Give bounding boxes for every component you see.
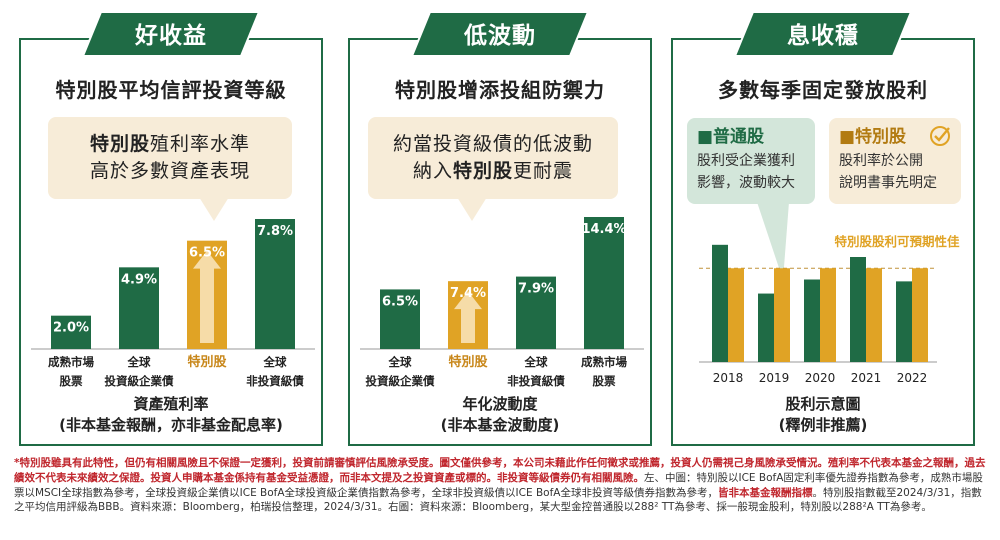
common-stock-bar <box>896 281 912 362</box>
data-label: 2.0% <box>53 321 89 336</box>
year-label: 2022 <box>897 371 928 385</box>
x-axis-subtitle: (釋例非推薦) <box>778 416 868 434</box>
common-stock-bar <box>804 279 820 362</box>
common-stock-bar <box>712 244 728 362</box>
callout-pointer <box>457 197 487 221</box>
callout-bubble: 約當投資級債的低波動 納入特別股更耐震 <box>368 117 618 199</box>
preferred-stock-bar <box>820 268 836 362</box>
category-label: 投資級企業債 <box>366 374 435 388</box>
callout-bubble: 特別股殖利率水準 高於多數資產表現 <box>48 117 292 199</box>
banner-title: 好收益 <box>135 23 207 49</box>
banner-shape <box>83 11 259 57</box>
panel-banner: 低波動 <box>412 10 588 58</box>
bar <box>255 219 295 349</box>
year-label: 2018 <box>713 371 744 385</box>
bar <box>516 276 556 349</box>
category-label: 全球 <box>127 355 151 369</box>
bar <box>380 289 420 349</box>
callout-line-2: 高於多數資產表現 <box>89 160 250 182</box>
category-label: 投資級企業債 <box>105 374 174 388</box>
source-note: 左、中圖：特別股以ICE BofA固定利率優先證券指數為參考，成熟市場股票以MS… <box>14 471 983 499</box>
x-axis-title: 資產殖利率 <box>133 395 209 413</box>
callout-line-1: 特別股殖利率水準 <box>89 133 251 155</box>
not-benchmark-note: 皆非本基金報酬指標 <box>717 486 813 499</box>
year-label: 2021 <box>851 371 882 385</box>
volatility-bar-chart: 6.5% 全球投資級企業債 7.4% 特別股 7.9% 全球非投資級債 14.4% 成熟市場股… <box>360 217 644 388</box>
category-label: 非投資級債 <box>246 374 304 388</box>
category-label: 全球 <box>263 355 287 369</box>
preferred-stock-line-2: 說明書事先明定 <box>839 175 937 191</box>
category-label: 特別股 <box>187 354 226 370</box>
banner-title: 息收穩 <box>787 23 859 49</box>
common-stock-bar <box>850 257 866 362</box>
yield-bar-chart: 2.0% 成熟市場股票 4.9% 全球投資級企業債 6.5% 特別股 7.8% 全球非投資級債 <box>31 219 315 388</box>
risk-disclaimer: *特別股雖具有此特性，但仍有相關風險且不保證一定獲利，投資前請審慎評估風險承受度… <box>14 457 986 484</box>
data-label: 7.8% <box>257 224 293 239</box>
year-label: 2020 <box>805 371 836 385</box>
preferred-stock-bar <box>912 268 928 362</box>
preferred-stock-bar <box>866 268 882 362</box>
common-stock-line-2: 影響，波動較大 <box>697 175 795 191</box>
x-axis-title: 股利示意圖 <box>785 395 861 413</box>
volatility-panel: 低波動 特別股增添投組防禦力 約當投資級債的低波動 納入特別股更耐震 6.5% 全… <box>348 11 652 446</box>
callout-line-2: 納入特別股更耐震 <box>412 160 574 182</box>
preferred-stock-callout: ■特別股 股利率於公開 說明書事先明定 <box>829 118 961 204</box>
source-note-end: 。特別股指數截至2024/3/31，指數之平均信用評級為BBB。資料來源：Blo… <box>14 486 982 514</box>
panel-subtitle: 多數每季固定發放股利 <box>718 78 928 102</box>
common-callout-pointer <box>757 202 789 280</box>
category-label: 特別股 <box>448 354 487 370</box>
data-label: 7.9% <box>518 282 554 297</box>
category-label: 股票 <box>593 374 616 388</box>
category-label: 非投資級債 <box>507 374 565 388</box>
banner-shape <box>412 11 588 57</box>
panel-banner: 息收穩 <box>735 10 911 58</box>
common-stock-line-1: 股利受企業獲利 <box>697 153 795 169</box>
data-label: 14.4% <box>581 222 626 237</box>
panel-banner: 好收益 <box>83 10 259 58</box>
panel-subtitle: 特別股平均信評投資等級 <box>55 78 287 102</box>
bar <box>584 217 624 349</box>
common-stock-callout: ■普通股 股利受企業獲利 影響，波動較大 <box>687 118 815 204</box>
category-label: 股票 <box>60 374 83 388</box>
preferred-stock-bar <box>774 268 790 362</box>
preferred-stock-bar <box>728 268 744 362</box>
up-arrow-icon <box>454 291 482 343</box>
callout-pointer <box>199 197 229 221</box>
x-axis-title: 年化波動度 <box>462 395 538 413</box>
callout-line-1: 約當投資級債的低波動 <box>392 133 593 155</box>
dividend-bar-chart: 特別股股利可預期性佳 2018 2019 2020 2021 2022 <box>699 234 960 385</box>
x-axis-subtitle: (非本基金波動度) <box>440 416 560 434</box>
data-label: 6.5% <box>382 294 418 309</box>
common-stock-title: ■普通股 <box>697 127 765 147</box>
data-label: 6.5% <box>189 246 225 261</box>
preferred-stock-title: ■特別股 <box>839 127 907 147</box>
up-arrow-icon <box>193 250 221 343</box>
common-stock-bar <box>758 293 774 362</box>
panel-subtitle: 特別股增添投組防禦力 <box>395 78 605 102</box>
data-label: 7.4% <box>450 286 486 301</box>
banner-title: 低波動 <box>464 23 536 49</box>
preferred-stock-line-1: 股利率於公開 <box>839 153 923 169</box>
yield-panel: 好收益 特別股平均信評投資等級 特別股殖利率水準 高於多數資產表現 2.0% 成熟… <box>19 11 323 446</box>
reference-line-label: 特別股股利可預期性佳 <box>834 234 960 249</box>
disclaimer-footnote: *特別股雖具有此特性，但仍有相關風險且不保證一定獲利，投資前請審慎評估風險承受度… <box>14 456 986 515</box>
banner-shape <box>735 11 911 57</box>
bar <box>119 267 159 349</box>
bar <box>51 315 91 349</box>
category-label: 成熟市場 <box>48 355 94 369</box>
check-circle-icon <box>930 126 950 146</box>
category-label: 成熟市場 <box>581 355 627 369</box>
category-label: 全球 <box>388 355 412 369</box>
callout-shapes <box>757 202 789 280</box>
category-label: 全球 <box>524 355 548 369</box>
dividend-panel: 息收穩 多數每季固定發放股利 ■普通股 股利受企業獲利 影響，波動較大 ■特別股… <box>671 11 975 446</box>
x-axis-subtitle: (非本基金報酬，亦非基金配息率) <box>59 416 283 434</box>
data-label: 4.9% <box>121 272 157 287</box>
year-label: 2019 <box>759 371 790 385</box>
